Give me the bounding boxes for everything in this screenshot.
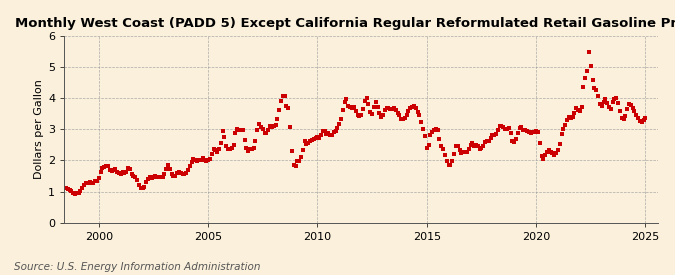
Text: Source: U.S. Energy Information Administration: Source: U.S. Energy Information Administ… bbox=[14, 262, 260, 272]
Title: Monthly West Coast (PADD 5) Except California Regular Reformulated Retail Gasoli: Monthly West Coast (PADD 5) Except Calif… bbox=[16, 17, 675, 31]
Y-axis label: Dollars per Gallon: Dollars per Gallon bbox=[34, 79, 44, 179]
